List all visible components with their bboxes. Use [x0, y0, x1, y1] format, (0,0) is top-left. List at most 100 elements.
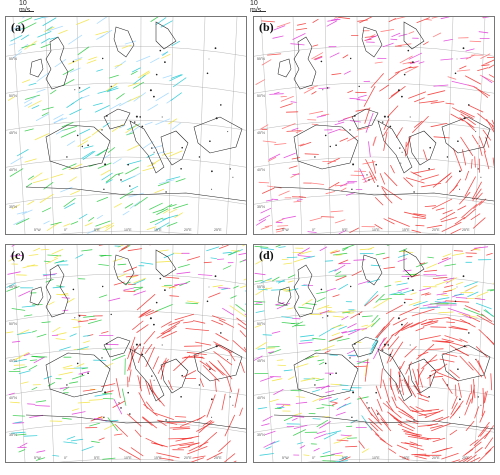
wind-vector — [237, 323, 246, 330]
wind-vector — [349, 97, 360, 100]
wind-vector — [300, 378, 314, 382]
wind-vector — [404, 433, 421, 437]
longitude-tick-label: 10°E — [124, 228, 132, 232]
wind-vector — [490, 373, 493, 391]
island — [101, 357, 103, 359]
wind-vector — [224, 414, 236, 437]
wind-vector — [480, 53, 491, 59]
longitude-line — [76, 17, 83, 234]
wind-vector — [60, 130, 76, 138]
wind-vector — [9, 42, 16, 46]
island — [103, 416, 105, 418]
wind-vector — [383, 131, 388, 151]
wind-vector — [485, 136, 490, 148]
wind-vector — [283, 262, 293, 265]
wind-vector — [464, 305, 480, 313]
wind-vector — [471, 134, 479, 145]
wind-vector — [364, 294, 379, 307]
wind-vector — [405, 141, 407, 157]
wind-vector — [208, 292, 221, 298]
longitude-line — [445, 17, 454, 234]
island — [401, 95, 403, 98]
wind-vector — [435, 207, 445, 211]
wind-vector — [418, 367, 425, 377]
island — [477, 168, 479, 170]
island — [149, 89, 152, 92]
wind-vector — [357, 280, 371, 285]
wind-vector — [97, 162, 112, 169]
wind-vector — [180, 417, 203, 427]
wind-vector — [415, 406, 426, 412]
wind-vector — [365, 112, 374, 133]
wind-vector — [185, 328, 210, 331]
wind-vector — [163, 208, 171, 214]
wind-vector — [319, 361, 325, 365]
wind-vector — [89, 422, 100, 427]
wind-vector — [399, 250, 414, 253]
wind-vector — [162, 75, 172, 79]
wind-vector — [341, 309, 357, 313]
latitude-tick-label: 40°N — [9, 168, 17, 172]
wind-vector — [350, 311, 363, 319]
wind-vector — [130, 447, 144, 457]
wind-vector — [403, 177, 414, 187]
wind-vector — [271, 378, 283, 382]
panel-b: (b) 55°N 50°N 45°N 40°N 35°N 5°W 0° 5°E 10°E 15°E… — [253, 16, 495, 235]
wind-vector — [413, 301, 428, 307]
wind-vector — [311, 91, 317, 95]
wind-vector — [396, 406, 414, 419]
wind-vector — [43, 375, 52, 380]
wind-vector — [335, 411, 346, 416]
wind-vector — [52, 326, 61, 333]
wind-vector — [466, 454, 477, 462]
wind-vector — [283, 290, 290, 292]
wind-vector — [387, 217, 410, 227]
island — [353, 343, 356, 345]
wind-vector — [491, 119, 494, 126]
wind-vector — [290, 172, 300, 178]
island — [141, 125, 144, 128]
wind-vector — [160, 321, 172, 328]
wind-vector — [340, 434, 352, 437]
wind-vector — [339, 402, 352, 409]
scale-arrow-right — [252, 11, 266, 12]
island — [353, 115, 356, 117]
wind-vector — [171, 122, 181, 130]
wind-vector — [232, 340, 246, 353]
wind-vector — [445, 340, 468, 348]
island — [457, 140, 459, 142]
wind-vector — [114, 433, 123, 436]
wind-vector — [451, 252, 465, 256]
wind-vector — [478, 449, 492, 462]
wind-vector — [91, 440, 100, 443]
wind-vector — [418, 411, 441, 417]
island — [401, 323, 403, 326]
island — [475, 359, 477, 361]
island — [164, 61, 166, 63]
wind-vector — [255, 342, 267, 350]
wind-vector — [24, 102, 33, 107]
wind-vector — [380, 368, 383, 389]
wind-vector — [397, 253, 409, 258]
island — [139, 344, 141, 346]
wind-vector — [11, 245, 16, 247]
wind-vector — [83, 145, 94, 149]
wind-vector — [108, 297, 121, 302]
wind-vector — [462, 455, 472, 462]
wind-vector — [395, 127, 403, 138]
wind-vector — [294, 324, 306, 327]
wind-vector — [230, 295, 237, 299]
wind-vector — [424, 409, 444, 419]
longitude-tick-label: 5°W — [34, 456, 41, 460]
island — [66, 384, 68, 386]
wind-vector — [62, 79, 75, 86]
island — [181, 146, 183, 149]
wind-vector — [136, 324, 149, 333]
wind-vector — [287, 280, 294, 283]
wind-vector — [409, 441, 419, 445]
longitude-line — [197, 17, 206, 234]
wind-vector — [218, 440, 231, 453]
wind-vector — [121, 44, 132, 49]
wind-vector — [67, 298, 75, 303]
island — [209, 368, 211, 370]
